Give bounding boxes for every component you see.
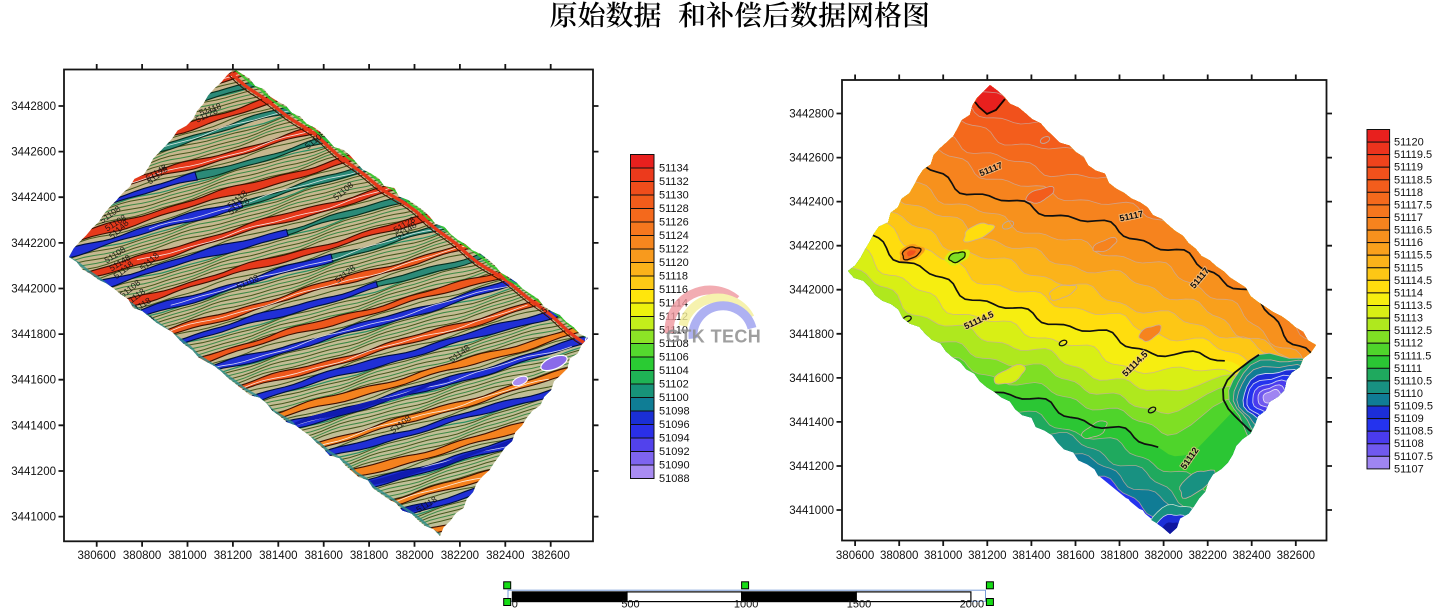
svg-text:3442400: 3442400 xyxy=(11,192,56,204)
svg-text:381000: 381000 xyxy=(168,550,206,562)
svg-text:1000: 1000 xyxy=(734,599,758,609)
svg-text:382600: 382600 xyxy=(532,550,570,562)
svg-text:0: 0 xyxy=(512,599,518,609)
svg-text:380600: 380600 xyxy=(836,550,874,562)
svg-text:51115.5: 51115.5 xyxy=(1394,250,1432,262)
svg-text:381600: 381600 xyxy=(305,550,343,562)
svg-text:3441000: 3441000 xyxy=(11,512,56,524)
svg-text:3442000: 3442000 xyxy=(11,284,56,296)
svg-text:381200: 381200 xyxy=(214,550,252,562)
svg-text:51116: 51116 xyxy=(1394,237,1423,249)
svg-text:51130: 51130 xyxy=(659,190,689,202)
svg-text:382200: 382200 xyxy=(1189,550,1227,562)
svg-text:3441800: 3441800 xyxy=(789,329,834,341)
svg-text:51118: 51118 xyxy=(659,271,688,283)
svg-text:51109: 51109 xyxy=(1394,413,1424,425)
svg-text:2000: 2000 xyxy=(960,599,984,609)
svg-text:51111.5: 51111.5 xyxy=(1394,350,1431,362)
svg-text:51110.5: 51110.5 xyxy=(1394,375,1432,387)
svg-text:1500: 1500 xyxy=(847,599,871,609)
svg-text:51108: 51108 xyxy=(659,338,689,350)
svg-text:3441600: 3441600 xyxy=(789,373,834,385)
svg-text:51119.5: 51119.5 xyxy=(1394,149,1432,161)
svg-text:51124: 51124 xyxy=(659,230,689,242)
svg-text:3441200: 3441200 xyxy=(11,466,56,478)
svg-text:51100: 51100 xyxy=(659,392,689,404)
svg-text:3442000: 3442000 xyxy=(789,285,834,297)
svg-text:51118.5: 51118.5 xyxy=(1394,174,1432,186)
svg-text:3442800: 3442800 xyxy=(789,109,834,121)
svg-text:381200: 381200 xyxy=(968,550,1006,562)
svg-text:3442600: 3442600 xyxy=(11,147,56,159)
svg-text:51112.5: 51112.5 xyxy=(1394,325,1432,337)
svg-text:51134: 51134 xyxy=(659,163,689,175)
svg-text:51107.5: 51107.5 xyxy=(1394,451,1433,463)
svg-text:51104: 51104 xyxy=(659,365,689,377)
svg-text:51108: 51108 xyxy=(1394,438,1424,450)
svg-text:51106: 51106 xyxy=(659,352,689,364)
svg-text:382200: 382200 xyxy=(441,550,479,562)
svg-text:380600: 380600 xyxy=(78,550,116,562)
svg-text:51118: 51118 xyxy=(1394,187,1423,199)
svg-text:51132: 51132 xyxy=(659,176,689,188)
svg-text:51117.5: 51117.5 xyxy=(1394,199,1432,211)
svg-text:380800: 380800 xyxy=(880,550,918,562)
svg-text:3441000: 3441000 xyxy=(789,505,834,517)
svg-text:51092: 51092 xyxy=(659,446,690,458)
svg-text:51120: 51120 xyxy=(1394,137,1424,149)
svg-text:51115: 51115 xyxy=(1394,262,1423,274)
svg-text:382000: 382000 xyxy=(395,550,433,562)
svg-text:51111: 51111 xyxy=(1394,363,1422,375)
svg-text:51108.5: 51108.5 xyxy=(1394,426,1433,438)
svg-text:51102: 51102 xyxy=(659,379,689,391)
svg-text:51094: 51094 xyxy=(659,433,690,445)
svg-text:382000: 382000 xyxy=(1144,550,1182,562)
svg-text:51096: 51096 xyxy=(659,419,690,431)
svg-text:381400: 381400 xyxy=(1012,550,1050,562)
svg-text:51126: 51126 xyxy=(659,217,689,229)
svg-text:51107: 51107 xyxy=(1394,463,1424,475)
svg-text:382600: 382600 xyxy=(1277,550,1315,562)
svg-text:51116.5: 51116.5 xyxy=(1394,225,1432,237)
svg-text:3441400: 3441400 xyxy=(789,417,834,429)
svg-text:3441400: 3441400 xyxy=(11,420,56,432)
svg-text:3441200: 3441200 xyxy=(789,461,834,473)
svg-text:381000: 381000 xyxy=(924,550,962,562)
svg-text:51116: 51116 xyxy=(659,284,688,296)
svg-text:3442200: 3442200 xyxy=(11,238,56,250)
svg-text:51119: 51119 xyxy=(1394,162,1423,174)
svg-text:51122: 51122 xyxy=(659,244,689,256)
svg-text:51090: 51090 xyxy=(659,460,690,472)
svg-text:381400: 381400 xyxy=(259,550,297,562)
svg-text:3441800: 3441800 xyxy=(11,329,56,341)
svg-text:51113.5: 51113.5 xyxy=(1394,300,1432,312)
svg-text:3441600: 3441600 xyxy=(11,375,56,387)
svg-text:381600: 381600 xyxy=(1056,550,1094,562)
svg-text:3442800: 3442800 xyxy=(11,101,56,113)
svg-text:381800: 381800 xyxy=(1100,550,1138,562)
svg-text:51117: 51117 xyxy=(1394,212,1423,224)
svg-text:3442600: 3442600 xyxy=(789,153,834,165)
svg-text:51110: 51110 xyxy=(1394,388,1423,400)
svg-text:381800: 381800 xyxy=(350,550,388,562)
svg-text:3442400: 3442400 xyxy=(789,197,834,209)
svg-text:382400: 382400 xyxy=(1233,550,1271,562)
svg-text:3442200: 3442200 xyxy=(789,241,834,253)
svg-text:51088: 51088 xyxy=(659,473,690,485)
svg-text:51109.5: 51109.5 xyxy=(1394,401,1433,413)
svg-text:GTK TECH: GTK TECH xyxy=(666,327,761,347)
svg-text:51120: 51120 xyxy=(659,257,689,269)
svg-text:382400: 382400 xyxy=(486,550,524,562)
svg-text:51113: 51113 xyxy=(1394,313,1423,325)
svg-text:51112: 51112 xyxy=(1394,338,1423,350)
svg-text:51128: 51128 xyxy=(659,203,689,215)
svg-text:51098: 51098 xyxy=(659,406,690,418)
svg-text:500: 500 xyxy=(621,599,639,609)
svg-text:380800: 380800 xyxy=(123,550,161,562)
svg-text:51114: 51114 xyxy=(1394,287,1423,299)
svg-text:51114.5: 51114.5 xyxy=(1394,275,1432,287)
